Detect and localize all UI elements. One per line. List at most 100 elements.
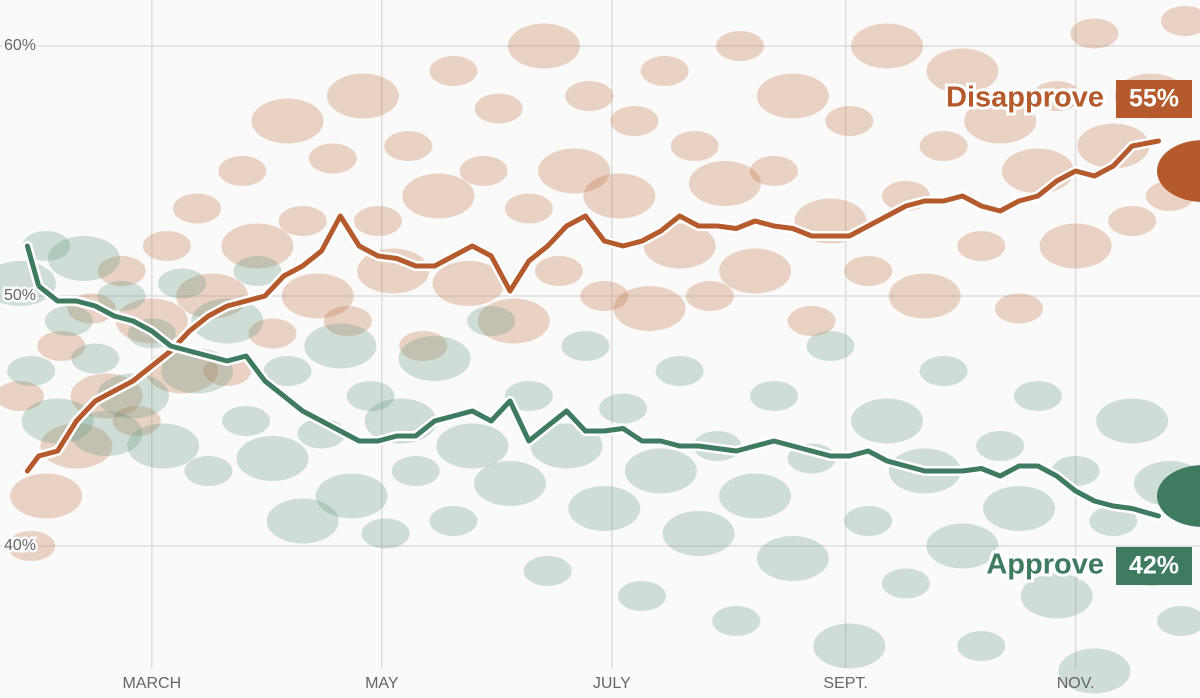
poll-bubble: [1157, 606, 1200, 636]
poll-bubble: [37, 331, 86, 361]
poll-bubble: [538, 148, 611, 194]
poll-bubble: [263, 356, 312, 386]
poll-bubble: [1032, 81, 1081, 111]
poll-bubble: [304, 323, 377, 369]
poll-bubble: [561, 331, 610, 361]
poll-bubble: [1070, 18, 1119, 49]
poll-bubble: [402, 173, 475, 219]
poll-bubble: [787, 306, 836, 336]
poll-bubble: [806, 331, 855, 361]
poll-bubble: [888, 273, 961, 319]
poll-bubble: [281, 273, 354, 319]
poll-bubble: [1077, 123, 1150, 169]
x-tick-label: MAY: [365, 675, 399, 692]
x-tick-label: JULY: [593, 675, 631, 692]
x-tick-label: NOV.: [1057, 675, 1095, 692]
poll-bubble: [1160, 6, 1200, 36]
poll-bubble: [221, 223, 294, 269]
poll-bubble: [173, 193, 222, 224]
poll-bubble: [976, 431, 1025, 461]
x-tick-label: SEPT.: [823, 675, 867, 692]
poll-bubble: [1108, 206, 1157, 236]
poll-bubble: [844, 256, 893, 286]
poll-bubble: [1020, 573, 1093, 619]
poll-bubble: [712, 606, 761, 636]
poll-bubble: [391, 456, 440, 486]
poll-bubble: [926, 48, 999, 94]
grid: [0, 0, 1200, 668]
poll-bubble: [21, 398, 94, 444]
poll-bubble: [523, 556, 572, 586]
poll-bubble: [1058, 648, 1131, 694]
y-tick-label: 60%: [4, 37, 36, 54]
poll-bubble: [323, 306, 372, 336]
poll-bubble: [0, 381, 44, 411]
end-value-box: [1116, 547, 1192, 585]
poll-bubble: [326, 73, 399, 119]
poll-bubble: [278, 206, 327, 236]
poll-bubble: [157, 268, 206, 299]
poll-bubble: [881, 568, 930, 599]
lines: [22, 136, 1200, 527]
poll-bubble: [719, 248, 792, 294]
poll-bubble: [315, 473, 388, 519]
poll-bubble: [115, 298, 188, 344]
labels: MARCH MAY JULY SEPT. NOV. 40% 50% 60% Disapprove…: [2, 35, 1192, 692]
poll-bubble: [851, 398, 924, 444]
poll-bubble: [624, 448, 697, 494]
poll-bubble: [640, 56, 689, 86]
poll-bubble: [474, 461, 547, 506]
poll-bubble: [670, 131, 719, 161]
poll-bubble: [504, 193, 553, 224]
y-tick-label: 50%: [4, 287, 36, 304]
poll-bubble: [613, 286, 686, 331]
poll-bubble: [716, 31, 765, 61]
poll-bubble: [96, 373, 169, 419]
poll-bubble: [7, 531, 56, 561]
poll-bubble: [926, 523, 999, 569]
poll-bubble: [580, 281, 629, 311]
poll-bubble: [964, 98, 1037, 144]
poll-bubble: [610, 106, 659, 136]
poll-bubble: [71, 343, 120, 374]
poll-bubble: [432, 261, 505, 306]
end-value-box: [1116, 80, 1192, 118]
poll-bubble: [142, 231, 191, 261]
poll-bubble: [749, 156, 798, 186]
poll-bubble: [112, 406, 161, 436]
poll-bubble: [436, 423, 509, 469]
poll-bubble: [346, 381, 395, 411]
poll-bubble: [719, 473, 792, 519]
poll-bubble: [813, 623, 886, 669]
poll-bubble: [756, 536, 829, 581]
poll-bubble: [40, 423, 113, 469]
poll-bubble: [184, 456, 233, 486]
end-value-label: 42%: [1129, 552, 1179, 580]
poll-bubble: [655, 356, 704, 386]
series-name: Approve: [986, 549, 1104, 581]
poll-bubble: [844, 506, 893, 536]
poll-bubble: [504, 381, 553, 411]
end-marker: [1157, 465, 1200, 527]
poll-bubble: [957, 631, 1006, 661]
poll-bubble: [919, 356, 968, 386]
y-tick-label: 40%: [4, 537, 36, 554]
poll-bubble: [1039, 223, 1112, 269]
poll-bubble: [467, 306, 516, 336]
poll-bubble: [354, 206, 403, 236]
poll-bubble: [477, 298, 550, 344]
poll-bubble: [617, 581, 666, 611]
poll-bubble: [191, 298, 264, 344]
poll-bubble: [308, 143, 357, 174]
poll-bubble: [7, 356, 56, 386]
poll-bubble: [97, 256, 146, 286]
poll-bubble: [251, 98, 324, 144]
poll-bubble: [248, 318, 297, 349]
poll-bubble: [568, 486, 641, 531]
poll-bubble: [1096, 398, 1169, 444]
poll-bubble: [361, 518, 410, 549]
poll-bubble: [266, 498, 339, 544]
series-line: [24, 138, 1161, 474]
poll-bubble: [685, 281, 734, 311]
poll-bubble: [44, 306, 93, 336]
